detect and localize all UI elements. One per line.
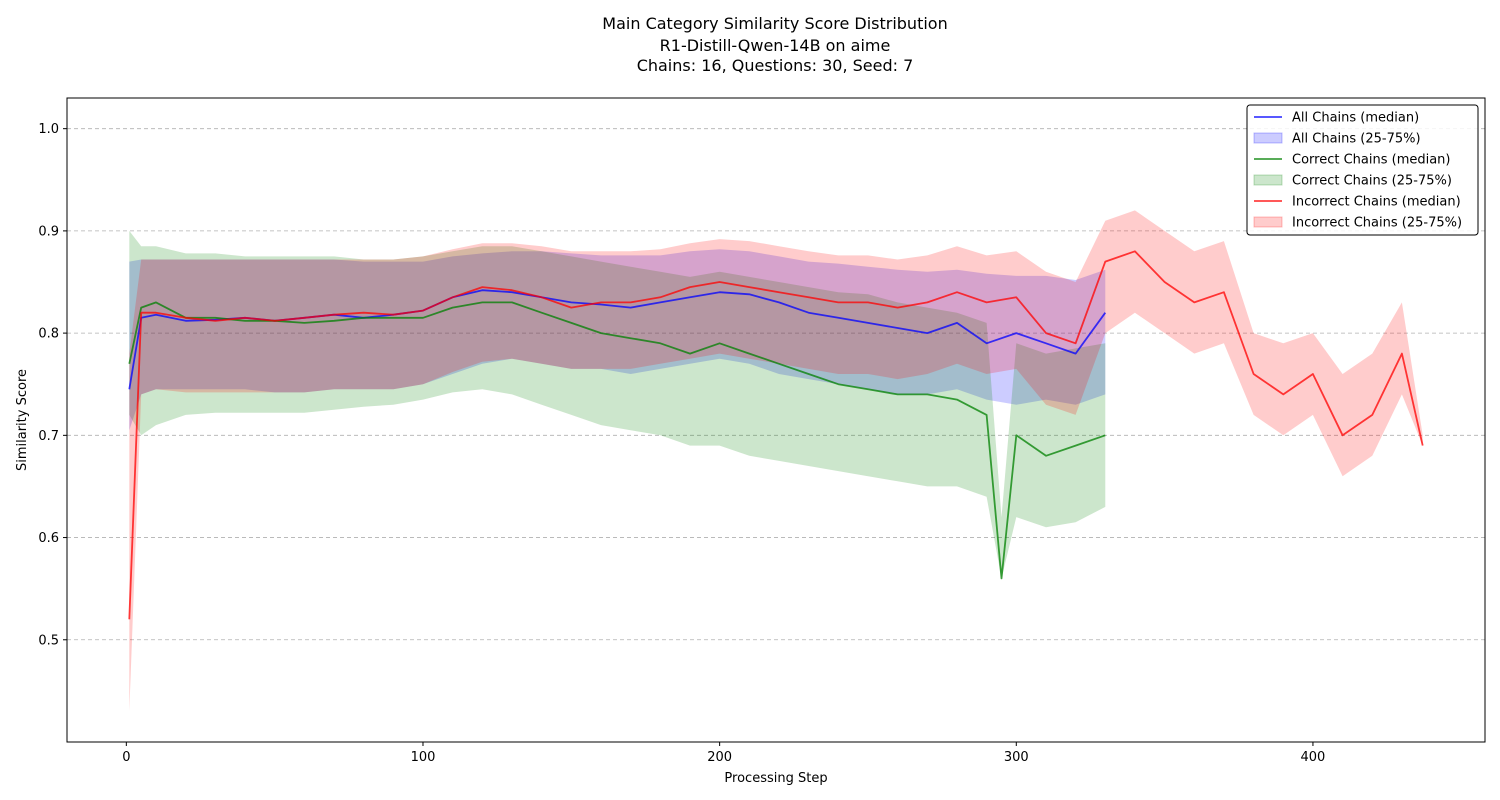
legend: All Chains (median) All Chains (25-75%) Co… xyxy=(1246,104,1479,236)
legend-label-correct-chains-band: Correct Chains (25-75%) xyxy=(1292,174,1452,189)
y-tick-label-1: 0.6 xyxy=(38,531,59,546)
y-tick-label-3: 0.8 xyxy=(38,327,59,342)
plot-area-frame xyxy=(66,97,1486,743)
incorrect-chains-median-line xyxy=(128,250,1424,620)
chart-title: Main Category Similarity Score Distribut… xyxy=(602,14,947,75)
x-tick-label-1: 100 xyxy=(411,750,436,765)
legend-box xyxy=(1246,104,1479,236)
grid-lines xyxy=(67,128,1485,641)
legend-swatch-incorrect-chains-band xyxy=(1253,216,1283,228)
x-tick-label-4: 400 xyxy=(1301,750,1326,765)
legend-label-all-chains-median: All Chains (median) xyxy=(1292,111,1419,126)
x-tick-label-0: 0 xyxy=(122,750,130,765)
legend-swatch-all-chains-band xyxy=(1253,132,1283,144)
y-axis-ticks: 0.5 0.6 0.7 0.8 0.9 1.0 xyxy=(38,122,67,648)
y-axis-label: Similarity Score xyxy=(15,369,30,471)
legend-label-incorrect-chains-median: Incorrect Chains (median) xyxy=(1292,195,1461,210)
legend-swatch-correct-chains-band xyxy=(1253,174,1283,186)
x-axis-label: Processing Step xyxy=(724,771,827,786)
legend-label-all-chains-band: All Chains (25-75%) xyxy=(1292,132,1421,147)
legend-label-correct-chains-median: Correct Chains (median) xyxy=(1292,153,1451,168)
incorrect-chains-band xyxy=(129,210,1423,712)
x-tick-label-3: 300 xyxy=(1004,750,1029,765)
y-tick-label-0: 0.5 xyxy=(38,633,59,648)
y-tick-label-4: 0.9 xyxy=(38,224,59,239)
chart-title-line-2: R1-Distill-Qwen-14B on aime xyxy=(660,36,891,55)
x-axis-ticks: 0 100 200 300 400 xyxy=(122,742,1325,765)
y-tick-label-5: 1.0 xyxy=(38,122,59,137)
chart-title-line-3: Chains: 16, Questions: 30, Seed: 7 xyxy=(637,56,914,75)
all-chains-band xyxy=(129,249,1106,431)
quartile-bands xyxy=(129,210,1423,712)
y-tick-label-2: 0.7 xyxy=(38,429,59,444)
median-lines xyxy=(128,250,1424,620)
chart-title-line-1: Main Category Similarity Score Distribut… xyxy=(602,14,947,33)
x-tick-label-2: 200 xyxy=(707,750,732,765)
legend-label-incorrect-chains-band: Incorrect Chains (25-75%) xyxy=(1292,216,1462,231)
